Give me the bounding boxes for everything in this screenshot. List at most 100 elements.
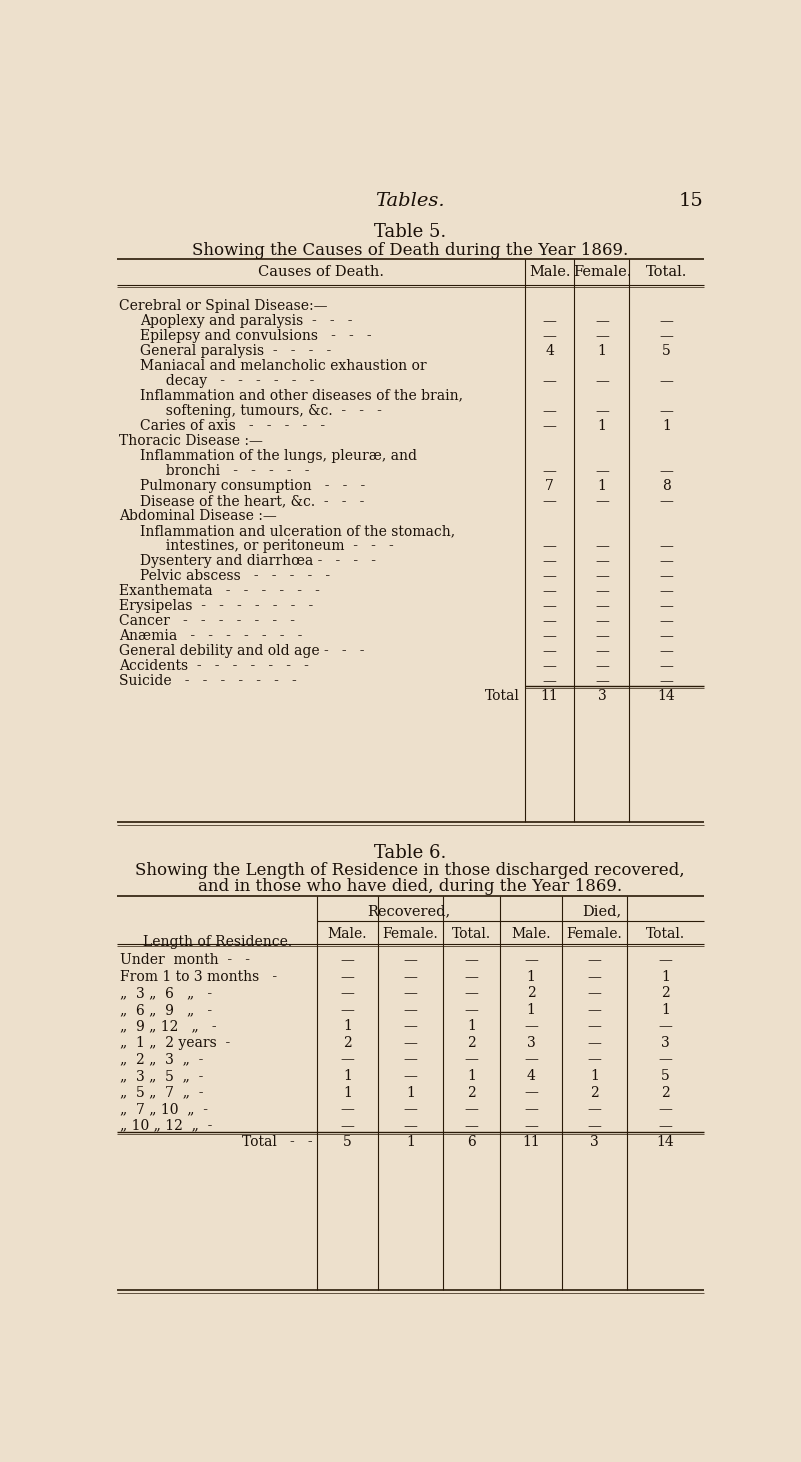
Text: 15: 15 (678, 193, 703, 211)
Text: 1: 1 (467, 1019, 476, 1034)
Text: —: — (404, 953, 417, 968)
Text: —: — (524, 1118, 538, 1133)
Text: —: — (660, 329, 674, 342)
Text: Anæmia   -   -   -   -   -   -   -: Anæmia - - - - - - - (119, 629, 302, 643)
Text: —: — (588, 953, 602, 968)
Text: 2: 2 (343, 1037, 352, 1050)
Text: bronchi   -   -   -   -   -: bronchi - - - - - (158, 463, 310, 478)
Text: —: — (543, 418, 557, 433)
Text: —: — (543, 463, 557, 478)
Text: —: — (660, 629, 674, 643)
Text: 1: 1 (526, 969, 535, 984)
Text: —: — (543, 569, 557, 583)
Text: Total   -   -: Total - - (242, 1136, 312, 1149)
Text: Female.: Female. (383, 927, 438, 942)
Text: „  3 „  5  „  -: „ 3 „ 5 „ - (120, 1069, 203, 1083)
Text: —: — (543, 643, 557, 658)
Text: 3: 3 (590, 1136, 599, 1149)
Text: —: — (404, 1053, 417, 1066)
Text: —: — (543, 674, 557, 689)
Text: —: — (588, 1019, 602, 1034)
Text: Suicide   -   -   -   -   -   -   -: Suicide - - - - - - - (119, 674, 296, 689)
Text: —: — (524, 953, 538, 968)
Text: —: — (543, 404, 557, 418)
Text: 5: 5 (662, 344, 671, 358)
Text: General paralysis  -   -   -   -: General paralysis - - - - (140, 344, 332, 358)
Text: —: — (595, 599, 609, 613)
Text: softening, tumours, &c.  -   -   -: softening, tumours, &c. - - - (158, 404, 382, 418)
Text: —: — (595, 329, 609, 342)
Text: —: — (340, 953, 354, 968)
Text: Total: Total (485, 689, 520, 703)
Text: Tables.: Tables. (376, 193, 445, 211)
Text: —: — (660, 583, 674, 598)
Text: 1: 1 (526, 1003, 535, 1016)
Text: —: — (404, 1003, 417, 1016)
Text: —: — (595, 614, 609, 629)
Text: Disease of the heart, &c.  -   -   -: Disease of the heart, &c. - - - (140, 494, 364, 507)
Text: —: — (660, 659, 674, 673)
Text: „  1 „  2 years  -: „ 1 „ 2 years - (120, 1037, 231, 1050)
Text: 3: 3 (598, 689, 606, 703)
Text: —: — (340, 1053, 354, 1066)
Text: —: — (660, 494, 674, 507)
Text: —: — (588, 987, 602, 1000)
Text: —: — (543, 539, 557, 553)
Text: 11: 11 (522, 1136, 540, 1149)
Text: —: — (465, 987, 479, 1000)
Text: —: — (588, 1003, 602, 1016)
Text: —: — (404, 1102, 417, 1116)
Text: 5: 5 (343, 1136, 352, 1149)
Text: 1: 1 (598, 418, 606, 433)
Text: —: — (660, 614, 674, 629)
Text: Dysentery and diarrhœa -   -   -   -: Dysentery and diarrhœa - - - - (140, 554, 376, 567)
Text: Showing the Causes of Death during the Year 1869.: Showing the Causes of Death during the Y… (192, 241, 628, 259)
Text: Exanthemata   -   -   -   -   -   -: Exanthemata - - - - - - (119, 583, 320, 598)
Text: 14: 14 (657, 1136, 674, 1149)
Text: —: — (524, 1086, 538, 1099)
Text: —: — (588, 969, 602, 984)
Text: 1: 1 (590, 1069, 599, 1083)
Text: Died,: Died, (582, 904, 622, 918)
Text: 2: 2 (467, 1086, 476, 1099)
Text: intestines, or peritoneum  -   -   -: intestines, or peritoneum - - - (158, 539, 394, 553)
Text: —: — (595, 554, 609, 567)
Text: and in those who have died, during the Year 1869.: and in those who have died, during the Y… (198, 877, 622, 895)
Text: „ 10 „ 12  „  -: „ 10 „ 12 „ - (120, 1118, 212, 1133)
Text: „  9 „ 12   „   -: „ 9 „ 12 „ - (120, 1019, 217, 1034)
Text: —: — (660, 599, 674, 613)
Text: —: — (660, 374, 674, 387)
Text: From 1 to 3 months   -: From 1 to 3 months - (120, 969, 277, 984)
Text: Total.: Total. (646, 927, 685, 942)
Text: —: — (660, 554, 674, 567)
Text: —: — (543, 614, 557, 629)
Text: —: — (543, 659, 557, 673)
Text: Inflammation of the lungs, pleuræ, and: Inflammation of the lungs, pleuræ, and (140, 449, 417, 463)
Text: —: — (658, 1053, 672, 1066)
Text: —: — (595, 463, 609, 478)
Text: 2: 2 (661, 1086, 670, 1099)
Text: —: — (595, 643, 609, 658)
Text: Pulmonary consumption   -   -   -: Pulmonary consumption - - - (140, 480, 366, 493)
Text: Epilepsy and convulsions   -   -   -: Epilepsy and convulsions - - - (140, 329, 372, 342)
Text: —: — (588, 1037, 602, 1050)
Text: —: — (595, 629, 609, 643)
Text: —: — (543, 583, 557, 598)
Text: Inflammation and other diseases of the brain,: Inflammation and other diseases of the b… (140, 389, 464, 402)
Text: —: — (340, 969, 354, 984)
Text: General debility and old age -   -   -: General debility and old age - - - (119, 643, 364, 658)
Text: —: — (465, 953, 479, 968)
Text: 1: 1 (467, 1069, 476, 1083)
Text: 8: 8 (662, 480, 671, 493)
Text: 7: 7 (545, 480, 554, 493)
Text: Recovered,: Recovered, (367, 904, 450, 918)
Text: —: — (543, 554, 557, 567)
Text: Accidents  -   -   -   -   -   -   -: Accidents - - - - - - - (119, 659, 308, 673)
Text: 3: 3 (526, 1037, 535, 1050)
Text: „  7 „ 10  „  -: „ 7 „ 10 „ - (120, 1102, 208, 1116)
Text: —: — (465, 1053, 479, 1066)
Text: —: — (404, 1037, 417, 1050)
Text: —: — (660, 463, 674, 478)
Text: Under  month  -   -: Under month - - (120, 953, 250, 968)
Text: „  6 „  9   „   -: „ 6 „ 9 „ - (120, 1003, 212, 1016)
